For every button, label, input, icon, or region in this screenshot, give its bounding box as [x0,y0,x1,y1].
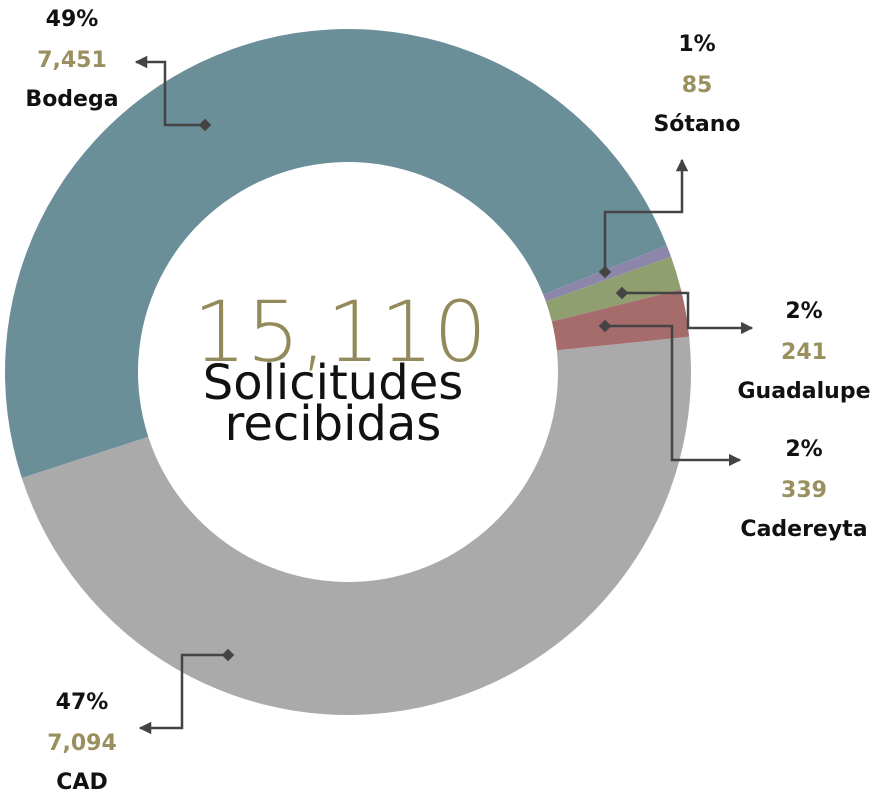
percent-label: 2% [785,299,822,324]
value-label: 339 [781,478,827,503]
category-label: CAD [56,770,107,795]
center-value: 15,110 [193,283,487,381]
value-label: 241 [781,340,827,365]
center-text: recibidas [225,396,442,452]
leader-line [134,55,212,132]
percent-label: 49% [46,7,99,32]
leader-line [138,648,235,735]
donut-segment [21,336,692,716]
value-label: 7,094 [47,731,117,756]
category-label: Cadereyta [740,517,867,542]
center-text: Solicitudes [203,355,463,411]
leader-line [598,158,689,279]
percent-label: 2% [785,437,822,462]
category-label: Bodega [25,87,118,112]
donut-segment [4,28,667,478]
value-label: 7,451 [37,48,107,73]
leader-line [598,319,742,467]
percent-label: 47% [56,690,109,715]
value-label: 85 [682,73,713,98]
category-label: Sótano [653,112,740,137]
category-label: Guadalupe [737,379,870,404]
percent-label: 1% [678,32,715,57]
